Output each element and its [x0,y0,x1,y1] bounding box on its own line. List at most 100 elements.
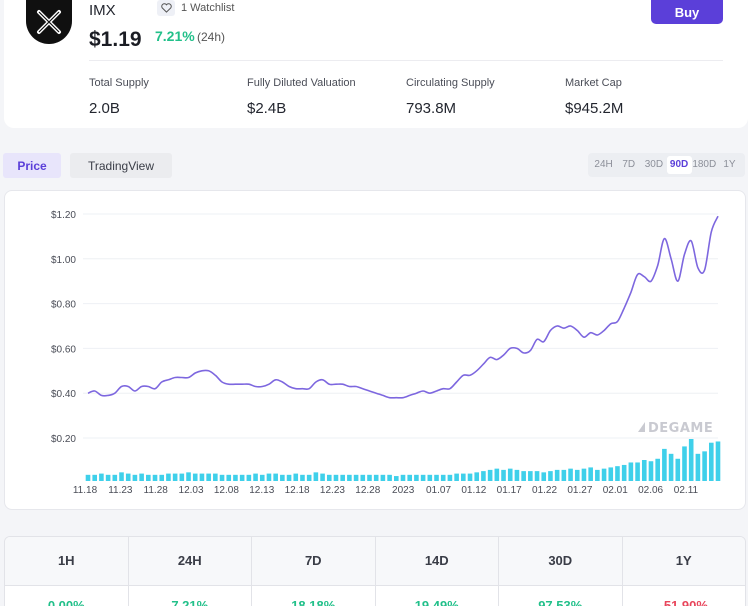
tab-tradingview[interactable]: TradingView [70,153,172,178]
volume-bar [219,474,225,481]
stat-value: $2.4B [247,100,287,117]
volume-bar [273,473,278,481]
volume-bar [608,467,614,481]
perf-period: 24H [128,537,251,586]
volume-bar [621,464,627,481]
price-chart[interactable]: $1.20 $1.00 $0.80 $0.60 $0.40 $0.20 DEGAME 11… [5,191,747,511]
volume-bar [494,468,500,481]
volume-bar [152,474,158,481]
volume-bar [380,474,386,481]
volume-bar [595,469,600,481]
range-180d[interactable]: 180D [692,159,717,170]
volume-bar [159,474,165,481]
perf-value: 7.21% [171,597,209,606]
volume-bar [568,468,573,481]
volume-bar [199,473,205,481]
degame-watermark: DEGAME [638,421,713,436]
y-tick-label: $0.20 [51,434,76,445]
volume-bar [534,471,540,481]
heart-icon [157,0,175,16]
range-7d[interactable]: 7D [622,159,636,170]
volume-bar [467,473,473,481]
volume-bar [581,468,587,481]
volume-bar [601,468,607,481]
volume-bar [521,471,526,481]
perf-period: 1Y [622,537,745,586]
volume-bar [481,471,486,481]
volume-bar [166,473,171,481]
volume-bar [554,469,560,481]
buy-button[interactable]: Buy [651,0,723,24]
volume-bar [139,473,144,481]
perf-value: 18.18% [291,597,336,606]
stat-label: Circulating Supply [406,77,495,89]
perf-value: 19.49% [414,597,459,606]
watchlist-button[interactable]: 1 Watchlist [157,0,234,16]
x-tick-label: 12.03 [179,485,204,496]
volume-bar [246,474,252,481]
stat-total-supply: Total Supply 2.0B [89,77,149,117]
volume-bar [561,469,567,481]
y-tick-label: $0.40 [51,389,76,400]
volume-bar [414,474,419,481]
volume-bar [340,474,345,481]
volume-bar [367,474,372,481]
range-90d[interactable]: 90D [666,156,692,174]
volume-bar [440,474,446,481]
token-logo [26,0,72,44]
volume-bar [628,462,634,481]
price-chart-card: $1.20 $1.00 $0.80 $0.60 $0.40 $0.20 DEGAME 11… [4,190,746,510]
volume-bar [326,474,332,481]
volume-bar [293,473,299,481]
x-tick-label: 12.28 [355,485,380,496]
x-tick-label: 02.06 [638,485,663,496]
x-tick-label: 02.01 [603,485,628,496]
x-tick-label: 11.23 [108,485,133,496]
volume-bar [648,461,654,481]
volume-bar [641,460,647,481]
x-tick-label: 12.18 [285,485,310,496]
volume-bar [92,474,98,481]
volume-bar [226,474,232,481]
range-24h[interactable]: 24H [594,159,613,170]
perf-value: 97.53% [538,597,583,606]
volume-bar [574,469,580,481]
x-mark-icon [37,10,61,34]
volume-bar [407,474,413,481]
volume-bar [635,462,640,481]
price-change: 7.21% [155,28,195,44]
time-range-selector: 24H 7D 30D 90D 180D 1Y [588,153,745,177]
volume-bar [99,473,104,481]
volume-bar [682,446,687,481]
volume-bar [514,469,520,481]
volume-bar [105,474,111,481]
volume-bar [192,473,198,481]
volume-bar [675,458,681,481]
token-header-card [4,0,748,128]
token-price: $1.19 [89,28,142,51]
volume-bar [434,474,439,481]
x-tick-label: 11.18 [73,485,98,496]
volume-bar [119,472,124,481]
perf-col-7d: 7D 18.18% [252,537,376,606]
volume-bar [347,474,352,481]
perf-col-30d: 30D 97.53% [499,537,623,606]
volume-bar [112,474,118,481]
volume-bar [454,473,459,481]
tab-price[interactable]: Price [3,153,61,178]
y-tick-label: $0.80 [51,300,76,311]
volume-bar [266,473,272,481]
volume-bar [420,474,426,481]
volume-bar [286,474,292,481]
x-tick-label: 11.28 [144,485,169,496]
range-30d[interactable]: 30D [644,159,664,170]
x-tick-label: 12.13 [249,485,274,496]
volume-bar [615,466,620,481]
x-tick-label: 2023 [392,485,415,496]
x-tick-label: 01.12 [461,485,486,496]
stat-fdv: Fully Diluted Valuation $2.4B [247,77,356,117]
range-1y[interactable]: 1Y [723,159,736,170]
volume-bar [541,472,547,481]
volume-bar [146,474,151,481]
perf-value: 0.00% [47,597,85,606]
